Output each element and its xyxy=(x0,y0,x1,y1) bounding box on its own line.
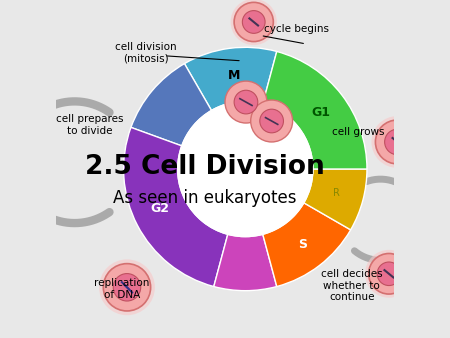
Text: As seen in eukaryotes: As seen in eukaryotes xyxy=(113,189,297,207)
Circle shape xyxy=(178,101,313,237)
Text: R: R xyxy=(333,189,340,198)
Circle shape xyxy=(99,259,155,315)
Circle shape xyxy=(260,109,284,133)
Circle shape xyxy=(230,0,277,45)
Text: cell decides
whether to
continue: cell decides whether to continue xyxy=(321,269,382,302)
Text: replication
of DNA: replication of DNA xyxy=(94,278,149,300)
Circle shape xyxy=(243,10,265,33)
Circle shape xyxy=(377,262,400,286)
Circle shape xyxy=(225,81,267,123)
Circle shape xyxy=(371,116,423,168)
Text: M: M xyxy=(228,69,240,81)
Circle shape xyxy=(234,2,273,42)
Circle shape xyxy=(385,129,410,155)
Text: S: S xyxy=(298,238,307,251)
Text: G2: G2 xyxy=(150,202,169,216)
Wedge shape xyxy=(131,64,212,146)
Wedge shape xyxy=(263,51,367,169)
Circle shape xyxy=(234,90,258,114)
Text: cell prepares
to divide: cell prepares to divide xyxy=(56,114,124,136)
Wedge shape xyxy=(214,234,277,291)
Circle shape xyxy=(375,120,419,164)
Circle shape xyxy=(251,100,292,142)
Text: cell grows: cell grows xyxy=(332,127,385,137)
Wedge shape xyxy=(124,127,228,287)
Circle shape xyxy=(369,254,409,294)
Text: cell division
(mitosis): cell division (mitosis) xyxy=(115,42,176,63)
Wedge shape xyxy=(184,47,277,111)
Text: cycle begins: cycle begins xyxy=(264,24,329,34)
Circle shape xyxy=(113,273,141,301)
Wedge shape xyxy=(263,203,351,287)
Wedge shape xyxy=(304,169,367,230)
Circle shape xyxy=(365,250,413,298)
Text: 2.5 Cell Division: 2.5 Cell Division xyxy=(85,154,324,180)
Circle shape xyxy=(104,264,151,311)
Text: G1: G1 xyxy=(311,105,330,119)
